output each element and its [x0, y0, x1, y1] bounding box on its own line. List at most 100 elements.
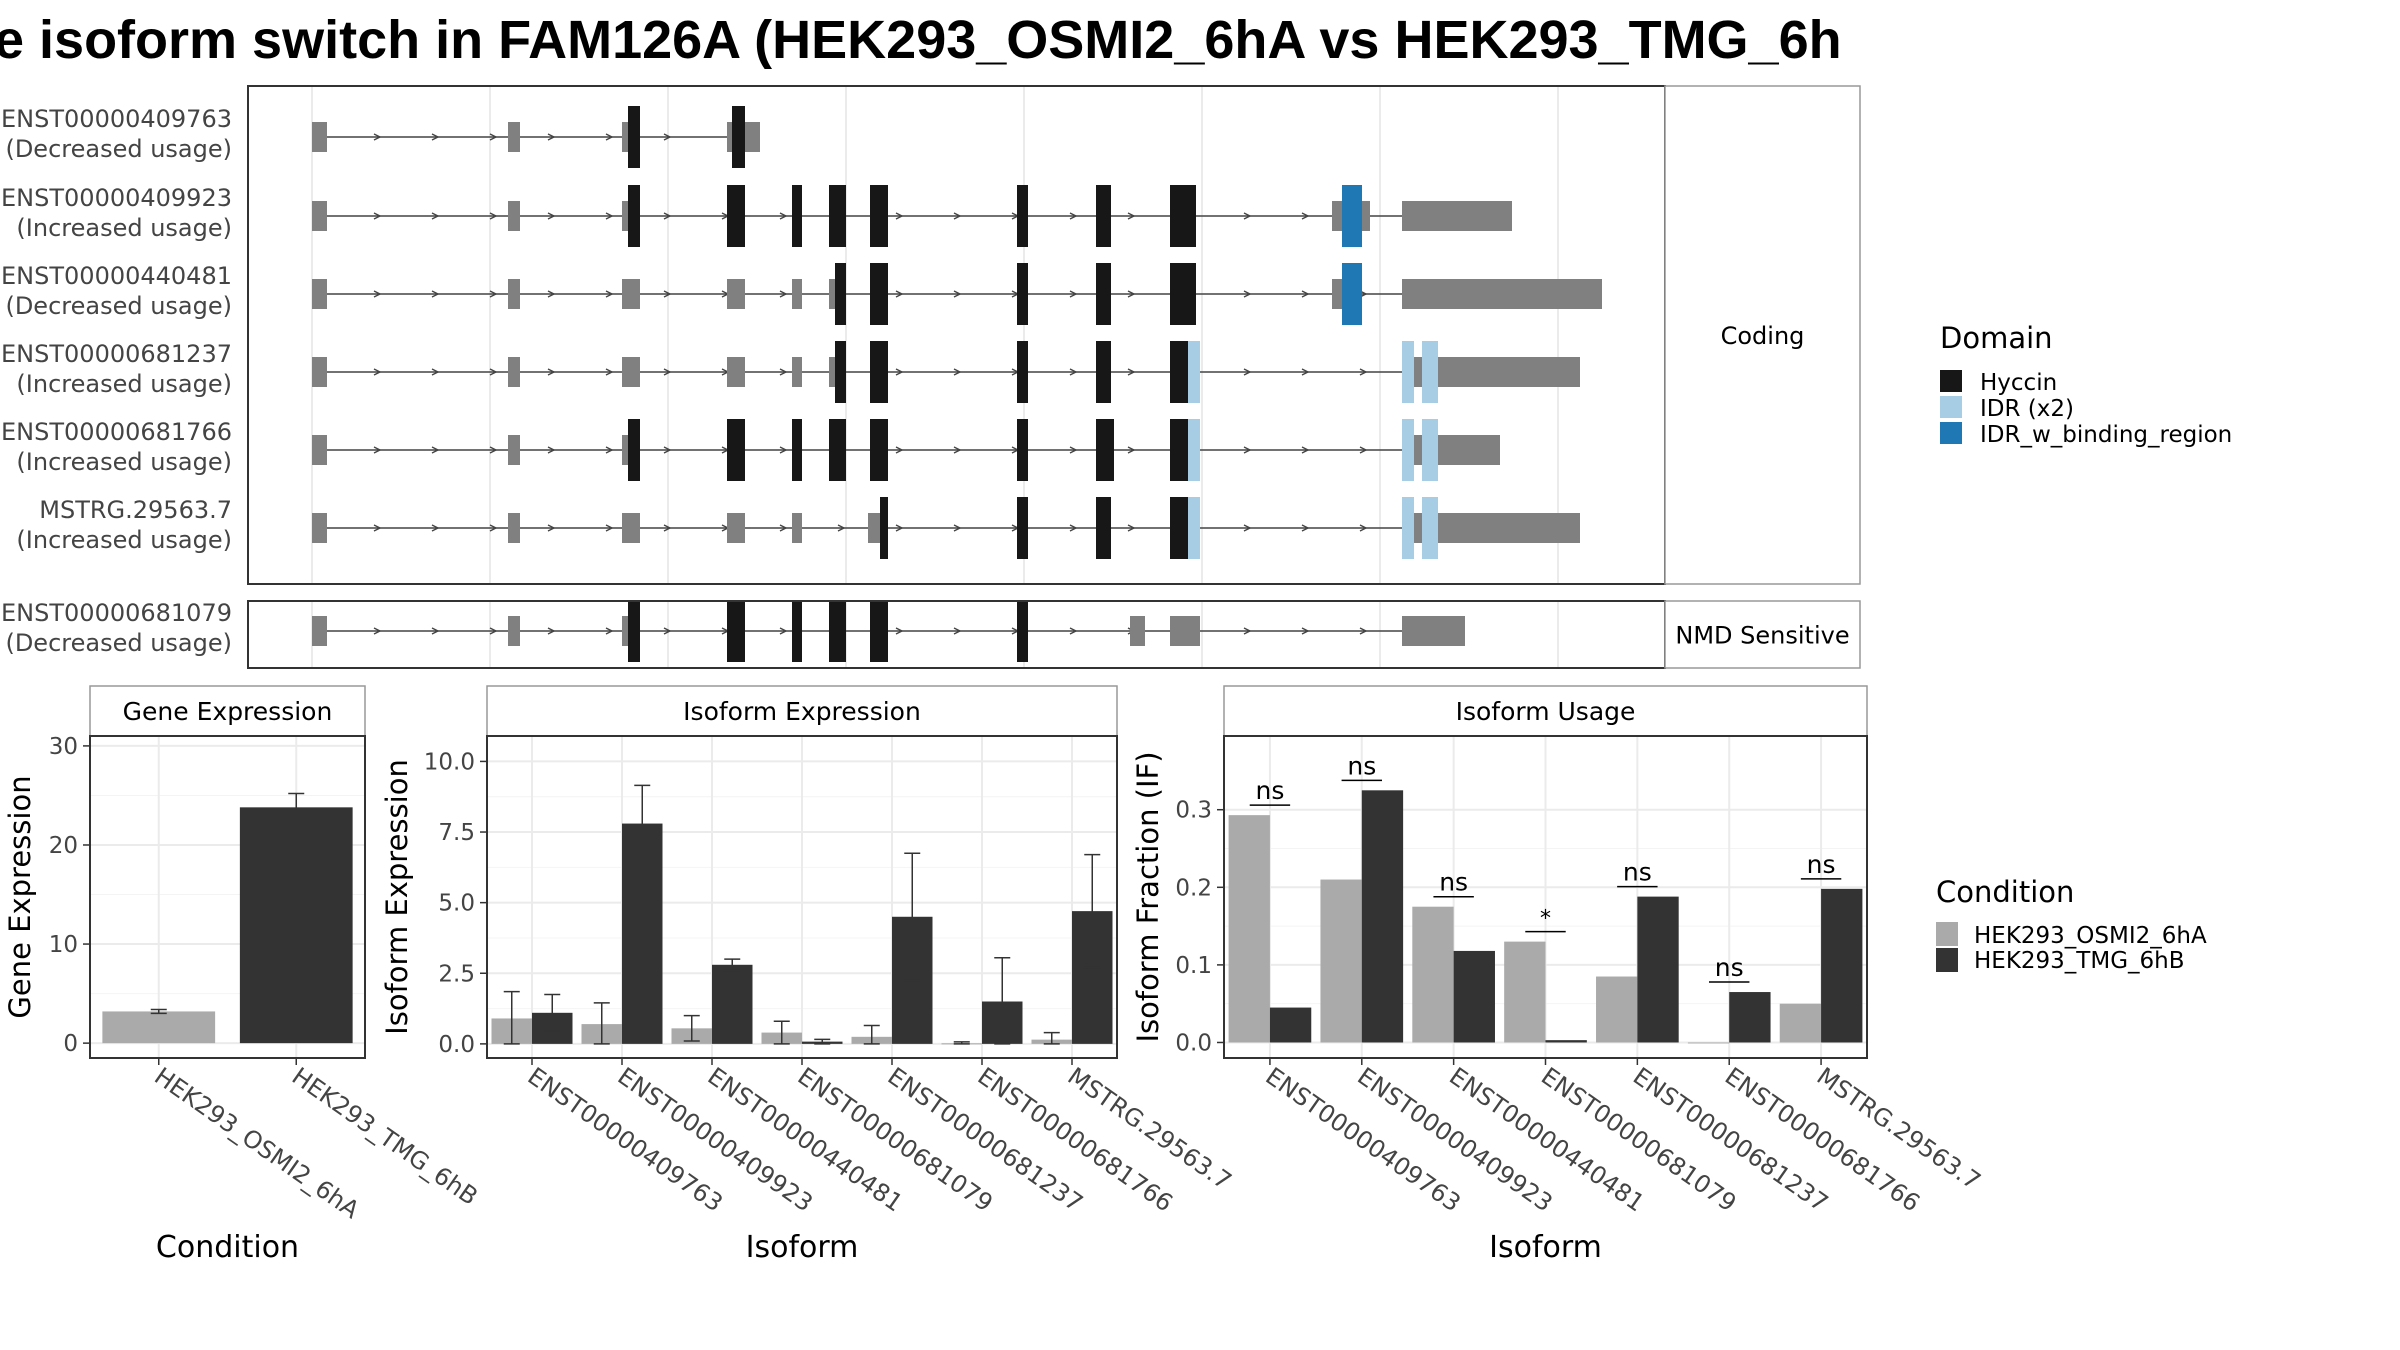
y-axis-title: Isoform Fraction (IF) [1131, 751, 1165, 1042]
strand-arrow [663, 212, 672, 220]
exon-block [1402, 497, 1414, 559]
legend-label-idr-binding: IDR_w_binding_region [1980, 422, 2232, 448]
strand-arrow [953, 446, 962, 454]
strand-arrow [1243, 627, 1252, 635]
strand-arrow [779, 627, 788, 635]
strand-arrow [605, 290, 614, 298]
facet-strip-label: NMD Sensitive [1675, 622, 1849, 650]
strand-arrow [489, 290, 498, 298]
bar [1361, 790, 1404, 1043]
y-tick-label: 10 [49, 932, 78, 958]
strand-arrow [547, 627, 556, 635]
strand-arrow [605, 627, 614, 635]
y-tick-label: 30 [49, 734, 78, 760]
strand-arrow [779, 368, 788, 376]
strand-arrow [605, 524, 614, 532]
strand-arrow [895, 524, 904, 532]
bar [1687, 1042, 1730, 1044]
strand-arrow [1069, 290, 1078, 298]
transcript-usage-label: (Increased usage) [16, 448, 232, 476]
exon-block [1106, 419, 1114, 481]
utr-block [1170, 616, 1175, 646]
y-tick-label: 2.5 [438, 961, 475, 987]
figure-title: e isoform switch in FAM126A (HEK293_OSMI… [0, 10, 1842, 70]
legend-key-idr [1940, 396, 1962, 418]
transcript-id-label: MSTRG.29563.7 [39, 496, 232, 524]
utr-block [508, 201, 520, 231]
utr-block [792, 279, 802, 309]
exon-block [1096, 263, 1111, 325]
x-axis-title: Isoform [746, 1230, 859, 1265]
transcript-usage-label: (Decreased usage) [5, 292, 232, 320]
transcript-id-label: ENST00000440481 [1, 262, 232, 290]
utr-block [312, 435, 327, 465]
bar [1637, 896, 1679, 1043]
strand-arrow [953, 524, 962, 532]
bar [1228, 815, 1270, 1043]
legend-label-osmi: HEK293_OSMI2_6hA [1974, 923, 2207, 949]
utr-block [1414, 513, 1422, 543]
strand-arrow [431, 368, 440, 376]
y-tick-label: 7.5 [438, 820, 475, 846]
exon-block [835, 341, 846, 403]
y-tick-label: 0.3 [1175, 798, 1212, 824]
exon-block [1170, 185, 1196, 247]
strand-arrow [605, 368, 614, 376]
utr-block [312, 513, 327, 543]
strand-arrow [1243, 290, 1252, 298]
x-axis-title: Condition [156, 1230, 299, 1265]
utr-block [622, 513, 640, 543]
y-tick-label: 0.0 [438, 1032, 475, 1058]
exon-block [628, 600, 640, 662]
bar [102, 1011, 216, 1044]
significance-label: ns [1255, 776, 1284, 805]
exon-block [1017, 341, 1028, 403]
y-axis-title: Isoform Expression [380, 759, 414, 1035]
transcript-usage-label: (Increased usage) [16, 214, 232, 242]
exon-block [880, 497, 888, 559]
exon-block [1188, 497, 1200, 559]
utr-block [622, 357, 640, 387]
strand-arrow [663, 627, 672, 635]
exon-block [792, 600, 802, 662]
transcript-structure-panel: ENST00000409763(Decreased usage)ENST0000… [1, 85, 1861, 669]
exon-block [727, 419, 745, 481]
legend-key-osmi [1936, 922, 1958, 946]
transcript-usage-label: (Decreased usage) [5, 135, 232, 163]
exon-block [727, 185, 745, 247]
exon-block [1170, 419, 1188, 481]
exon-block [1422, 419, 1438, 481]
bar [1779, 1003, 1822, 1043]
strand-arrow [489, 446, 498, 454]
strand-arrow [1301, 368, 1310, 376]
strand-arrow [663, 290, 672, 298]
utr-block [1402, 201, 1512, 231]
exon-block [1017, 600, 1028, 662]
bar [1453, 950, 1495, 1043]
bar [239, 807, 353, 1044]
significance-label: ns [1807, 850, 1836, 879]
panel-border [1223, 735, 1868, 1059]
exon-block [628, 185, 640, 247]
strand-arrow [1243, 524, 1252, 532]
exon-block [792, 185, 802, 247]
exon-block [1342, 185, 1362, 247]
bar [1596, 976, 1638, 1043]
bar [1412, 906, 1454, 1043]
strand-arrow [547, 133, 556, 141]
exon-block [1017, 263, 1028, 325]
strand-arrow [953, 627, 962, 635]
transcript-row [312, 419, 1500, 481]
bar [1320, 879, 1362, 1043]
strand-arrow [489, 524, 498, 532]
strand-arrow [663, 368, 672, 376]
isoform-usage-panel: Isoform UsagensENST00000409763nsENST0000… [1131, 685, 1986, 1265]
strand-arrow [837, 524, 846, 532]
legend-label-tmg: HEK293_TMG_6hB [1974, 948, 2185, 974]
significance-label: ns [1715, 953, 1744, 982]
panel-strip [89, 685, 366, 737]
domain-legend-title: Domain [1940, 321, 2053, 355]
utr-block [622, 279, 640, 309]
utr-block [868, 513, 880, 543]
significance-label: ns [1347, 751, 1376, 780]
